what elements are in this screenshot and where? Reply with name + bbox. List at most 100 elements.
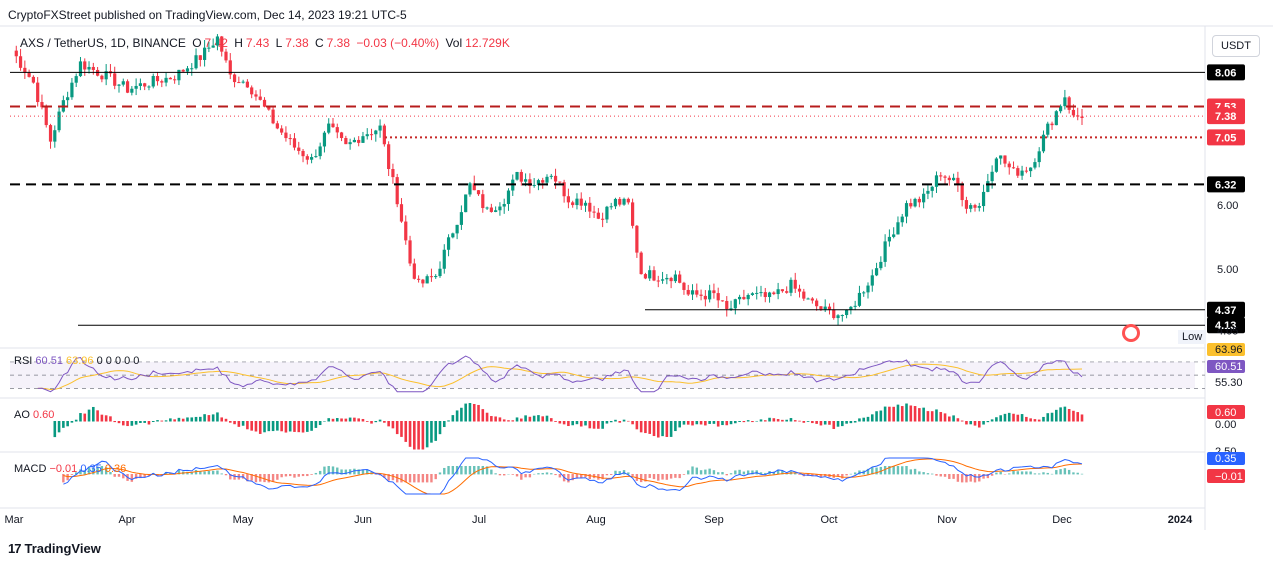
- macd-hist-bar: [883, 466, 887, 475]
- ao-bar: [53, 421, 57, 438]
- candle-body: [904, 203, 909, 217]
- macd-hist-bar: [661, 474, 664, 480]
- ao-bar: [1055, 409, 1058, 422]
- macd-hist-bar: [939, 474, 942, 477]
- ao-bar: [490, 416, 493, 422]
- candle-body: [536, 180, 541, 185]
- macd-hist-bar: [943, 474, 947, 477]
- ao-bar: [614, 419, 617, 422]
- macd-hist-bar: [879, 466, 883, 475]
- macd-hist-bar: [361, 469, 365, 475]
- candle-body: [806, 298, 810, 300]
- ao-bar: [579, 421, 583, 427]
- ao-bar: [990, 419, 994, 422]
- ao-bar: [789, 418, 793, 422]
- candle-body: [1054, 111, 1058, 126]
- ao-bar: [631, 421, 634, 425]
- tradingview-logo[interactable]: 17 TradingView: [8, 541, 101, 556]
- candle-body: [404, 221, 408, 241]
- macd-hist-bar: [323, 466, 326, 475]
- candle-body: [78, 61, 83, 77]
- macd-hist-bar: [207, 470, 211, 475]
- candle-body: [579, 198, 583, 206]
- ao-bar: [682, 421, 686, 425]
- ao-bar: [815, 421, 818, 424]
- ao-bar: [361, 418, 365, 422]
- candle-body: [969, 205, 973, 209]
- price-level-tag: [1207, 301, 1245, 318]
- macd-hist-bar: [931, 473, 934, 475]
- macd-hist-bar: [725, 474, 728, 476]
- macd-hist-bar: [969, 474, 972, 482]
- candle-body: [519, 171, 523, 182]
- candle-body: [173, 79, 177, 81]
- candle-body: [874, 268, 879, 276]
- macd-axis-tag: [1207, 469, 1245, 483]
- macd-hist-bar: [511, 474, 514, 475]
- macd-hist-bar: [888, 466, 891, 475]
- candle-body: [498, 206, 502, 211]
- macd-hist-bar: [841, 474, 844, 479]
- macd-hist-bar: [374, 474, 377, 475]
- macd-hist-bar: [203, 471, 206, 475]
- macd-hist-bar: [926, 473, 930, 475]
- candle-body: [66, 97, 70, 101]
- ao-bar: [900, 406, 904, 422]
- rsi-axis-label: 55.30: [1215, 377, 1243, 389]
- macd-hist-bar: [913, 468, 917, 475]
- macd-hist-bar: [1008, 473, 1011, 475]
- candle-body: [104, 71, 108, 80]
- macd-hist-bar: [695, 467, 698, 475]
- ao-bar: [528, 416, 532, 422]
- macd-hist-bar: [896, 466, 900, 475]
- macd-hist-bar: [147, 474, 151, 477]
- ao-bar: [725, 421, 729, 426]
- macd-hist-bar: [712, 470, 716, 475]
- candle-body: [789, 279, 793, 293]
- x-axis-label: Jul: [472, 514, 486, 526]
- ao-bar: [117, 421, 121, 424]
- macd-hist-bar: [618, 471, 621, 475]
- candle-body: [70, 82, 74, 98]
- ao-bar: [203, 414, 206, 422]
- candle-body: [138, 83, 142, 86]
- candle-body: [83, 61, 87, 70]
- macd-value: 0.35: [80, 463, 102, 475]
- ao-bar: [686, 421, 690, 425]
- macd-hist-bar: [811, 474, 814, 477]
- ao-bar: [627, 420, 630, 422]
- candle-body: [399, 204, 404, 222]
- ao-bar: [892, 406, 895, 422]
- candle-body: [446, 237, 451, 250]
- candle-body: [1029, 167, 1033, 172]
- macd-hist-bar: [952, 474, 955, 479]
- currency-button[interactable]: USDT: [1212, 35, 1260, 57]
- macd-hist-bar: [669, 474, 673, 479]
- ao-bar: [999, 415, 1002, 422]
- macd-hist-bar: [229, 474, 232, 480]
- ao-bar: [948, 416, 951, 422]
- candle-body: [583, 202, 588, 206]
- ao-bar: [438, 421, 442, 435]
- ao-bar: [661, 421, 664, 437]
- ao-bar: [186, 417, 189, 422]
- ao-bar: [806, 421, 810, 422]
- candle-body: [652, 270, 656, 281]
- x-axis-label: Oct: [820, 514, 837, 526]
- macd-hist-bar: [503, 474, 506, 476]
- candle-body: [130, 88, 134, 93]
- ao-bar: [1046, 413, 1050, 422]
- candle-body: [275, 123, 279, 129]
- candle-body: [682, 282, 686, 290]
- ao-bar: [913, 406, 917, 422]
- candle-body: [1080, 116, 1084, 118]
- macd-hist-bar: [657, 474, 660, 481]
- candle-body: [1003, 155, 1007, 164]
- candle-body: [31, 76, 35, 83]
- macd-hist-bar: [558, 474, 562, 478]
- candle-body: [288, 138, 292, 140]
- close-value: 7.38: [326, 36, 351, 50]
- candle-body: [1046, 123, 1050, 135]
- candle-body: [434, 276, 438, 278]
